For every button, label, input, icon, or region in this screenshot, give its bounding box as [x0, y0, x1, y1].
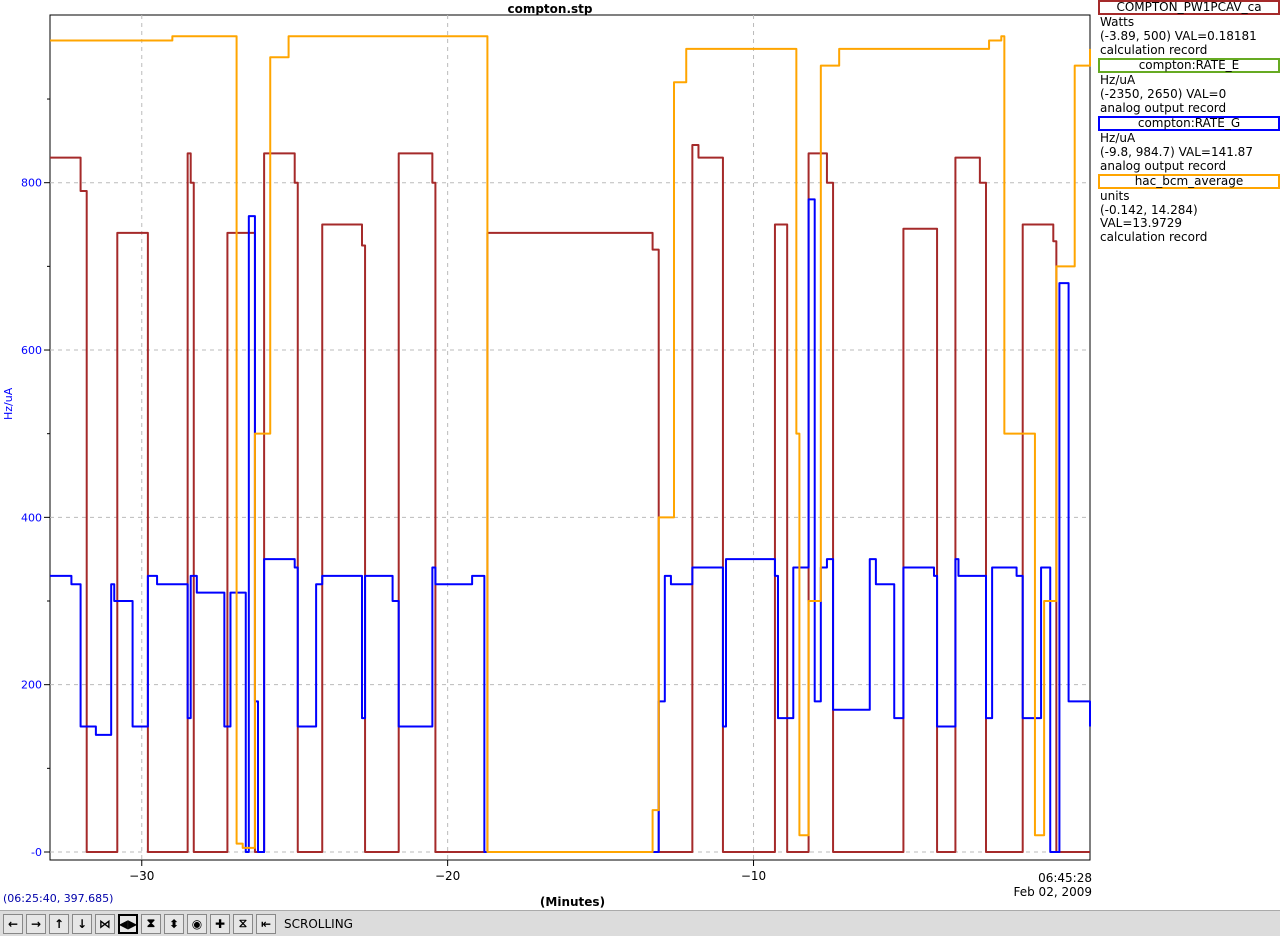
scroll-back-icon[interactable]: ⇤ — [256, 913, 276, 934]
arrow-right-icon[interactable]: → — [26, 913, 46, 934]
legend-range: (-3.89, 500) VAL=0.18181 — [1100, 29, 1257, 43]
record-icon[interactable]: ◉ — [187, 913, 207, 934]
legend-units: Hz/uA — [1100, 131, 1136, 145]
legend-units: Hz/uA — [1100, 73, 1136, 87]
arrow-up-icon[interactable]: ↑ — [49, 913, 69, 934]
chart-title: compton.stp — [507, 2, 593, 16]
y-tick-label: 800 — [21, 177, 42, 190]
mode-label: SCROLLING — [284, 916, 353, 931]
legend-record: calculation record — [1100, 230, 1208, 244]
legend-range: (-0.142, 14.284) VAL=13.9729 — [1100, 203, 1198, 230]
legend-record: calculation record — [1100, 43, 1208, 57]
y-tick-label: 600 — [21, 344, 42, 357]
y-tick-label: 200 — [21, 679, 42, 692]
cursor-readout: (06:25:40, 397.685) — [3, 892, 114, 905]
legend-units: Watts — [1100, 15, 1135, 29]
legend-range: (-2350, 2650) VAL=0 — [1100, 87, 1227, 101]
legend-swatch-0[interactable]: COMPTON_PW1PCAV_ca — [1098, 0, 1280, 15]
zoom-y-in-icon[interactable]: ⧗ — [141, 913, 161, 934]
y-tick-label: 400 — [21, 511, 42, 524]
zoom-x-out-icon[interactable]: ◀▶ — [118, 913, 138, 934]
end-timestamp: 06:45:28 Feb 02, 2009 — [1010, 871, 1093, 899]
zoom-x-in-icon[interactable]: ⋈ — [95, 913, 115, 934]
legend-record: analog output record — [1100, 101, 1227, 115]
legend: COMPTON_PW1PCAV_ca Watts (-3.89, 500) VAL=… — [1098, 0, 1280, 245]
zoom-y-out-icon[interactable]: ⬍ — [164, 913, 184, 934]
legend-range: (-9.8, 984.7) VAL=141.87 — [1100, 145, 1253, 159]
end-date: Feb 02, 2009 — [1013, 885, 1093, 899]
y-axis-label: Hz/uA — [2, 387, 15, 420]
toolbar: ← → ↑ ↓ ⋈ ◀▶ ⧗ ⬍ ◉ ✚ ⧖ ⇤ SCROLLING — [0, 910, 1280, 936]
series-line-compton:RATE_G — [50, 198, 1091, 853]
x-tick-label: −10 — [741, 869, 766, 883]
legend-units: units — [1100, 189, 1130, 203]
series-line-hac_bcm_average — [50, 35, 1091, 853]
legend-swatch-1[interactable]: compton:RATE_E — [1098, 58, 1280, 73]
arrow-down-icon[interactable]: ↓ — [72, 913, 92, 934]
plot-frame — [49, 14, 1091, 861]
x-tick-label: −30 — [129, 869, 154, 883]
legend-record: analog output record — [1100, 159, 1227, 173]
legend-swatch-2[interactable]: compton:RATE_G — [1098, 116, 1280, 131]
x-axis-label: (Minutes) — [539, 895, 606, 909]
x-tick-label: −20 — [435, 869, 460, 883]
crosshair-icon[interactable]: ✚ — [210, 913, 230, 934]
arrow-left-icon[interactable]: ← — [3, 913, 23, 934]
end-time: 06:45:28 — [1038, 871, 1092, 885]
series-line-COMPTON_PW1PCAV_ca — [50, 144, 1090, 853]
auto-scale-icon[interactable]: ⧖ — [233, 913, 253, 934]
y-tick-label: -0 — [31, 846, 42, 859]
strip-chart[interactable]: −30 −20 −10 -0 200 400 600 800 — [0, 0, 1100, 890]
legend-swatch-3[interactable]: hac_bcm_average — [1098, 174, 1280, 189]
